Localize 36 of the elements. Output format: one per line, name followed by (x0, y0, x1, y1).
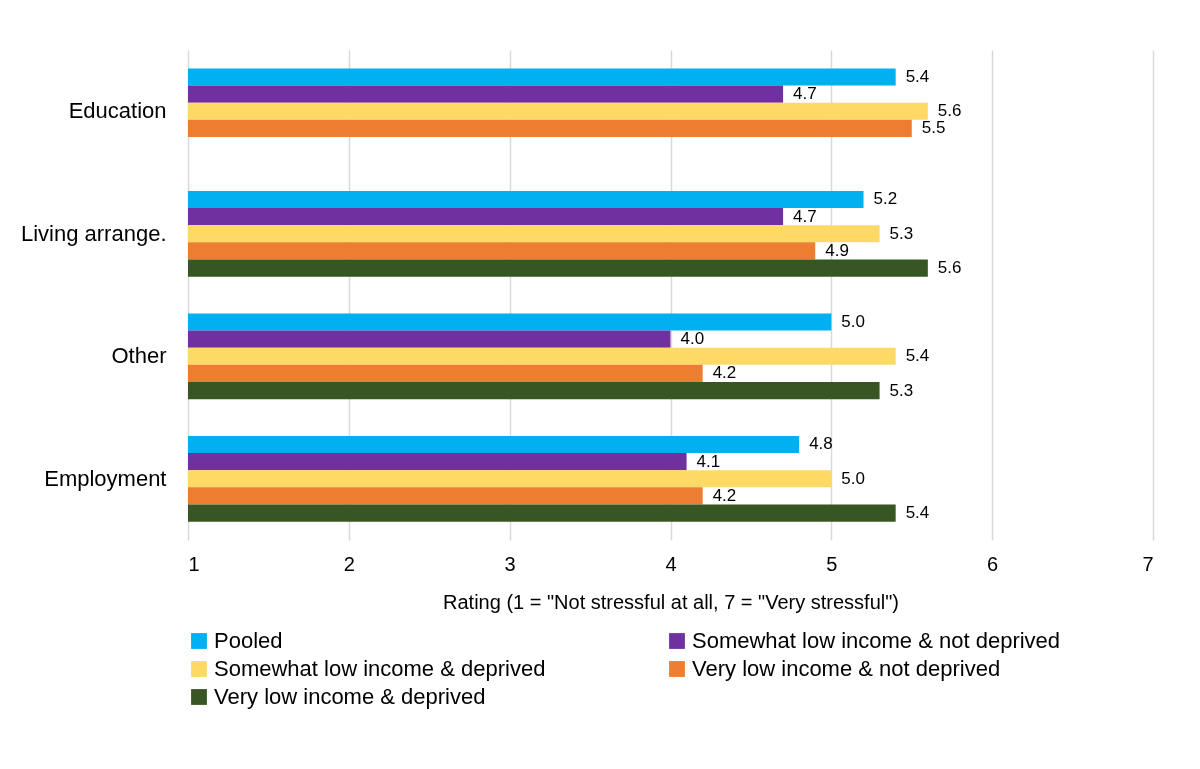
data-label: 5.6 (937, 101, 962, 121)
data-label: 5.4 (905, 503, 930, 523)
data-label: 4.7 (793, 84, 817, 104)
data-label: 5.0 (841, 468, 865, 488)
x-tick-label: 5 (826, 552, 838, 575)
data-label: 4.8 (809, 434, 833, 454)
x-tick-label: 4 (665, 552, 677, 575)
data-label: 4.1 (696, 451, 721, 471)
data-label: 5.3 (889, 223, 914, 243)
data-label: 5.0 (841, 311, 865, 331)
x-axis-title: Rating (1 = "Not stressful at all, 7 = "Very stressful") (443, 590, 899, 613)
legend-label: Somewhat low income & not deprived (692, 628, 1061, 653)
data-label: 5.6 (937, 258, 962, 278)
legend-label: Somewhat low income & deprived (214, 656, 546, 681)
data-label: 4.7 (793, 206, 817, 226)
legend-label: Pooled (214, 628, 283, 653)
data-label: 5.3 (889, 380, 914, 400)
data-label: 5.2 (873, 189, 898, 209)
data-label: 4.9 (825, 240, 849, 260)
x-tick-label: 1 (188, 552, 200, 575)
data-label: 4.2 (712, 363, 737, 383)
data-label: 4.0 (680, 329, 705, 349)
x-tick-label: 2 (343, 552, 355, 575)
data-label: 5.4 (905, 346, 930, 366)
y-tick-label: Employment (44, 465, 167, 491)
y-tick-label: Education (68, 98, 167, 124)
data-label: 4.2 (712, 485, 737, 505)
legend-label: Very low income & not deprived (692, 656, 1001, 681)
x-tick-label: 3 (504, 552, 516, 575)
data-label: 5.5 (921, 118, 946, 138)
data-label: 5.4 (905, 66, 930, 86)
y-tick-label: Other (111, 343, 167, 369)
legend-label: Very low income & deprived (214, 684, 486, 709)
x-tick-label: 6 (987, 552, 999, 575)
x-tick-label: 7 (1142, 552, 1154, 575)
y-tick-label: Living arrange. (20, 220, 167, 246)
